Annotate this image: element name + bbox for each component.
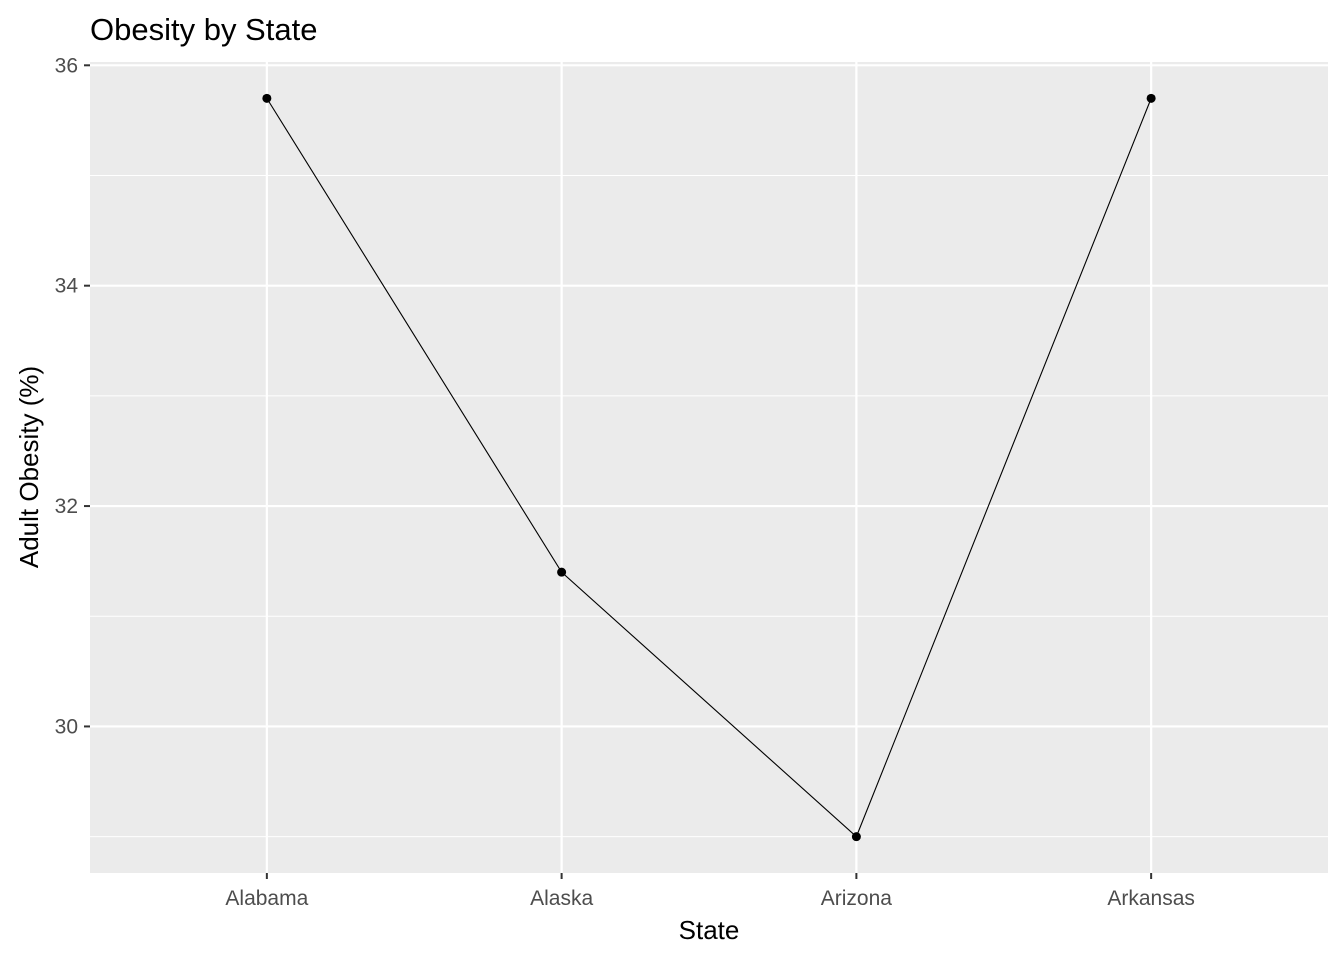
minor-grid [90, 174, 1328, 838]
x-tick-label: Arkansas [1107, 887, 1195, 910]
chart-title: Obesity by State [90, 12, 317, 47]
y-tick-label: 30 [55, 715, 78, 738]
series-line [266, 98, 1152, 838]
data-point [557, 567, 567, 577]
data-point [1146, 93, 1156, 103]
x-tick-label: Alabama [225, 887, 308, 910]
data-point [262, 93, 272, 103]
y-axis-title: Adult Obesity (%) [14, 366, 44, 568]
major-grid [90, 62, 1328, 873]
y-tick-label: 32 [55, 495, 78, 518]
y-tick-label: 34 [55, 275, 79, 298]
y-tick-label: 36 [55, 54, 78, 77]
x-axis-title: State [679, 915, 740, 945]
data-point [851, 832, 861, 842]
x-tick-label: Alaska [530, 887, 593, 910]
y-axis: 30 32 34 36 [55, 54, 90, 738]
x-tick-label: Arizona [821, 887, 893, 910]
plot-panel [90, 62, 1328, 873]
series-layer [262, 93, 1156, 842]
x-axis: Alabama Alaska Arizona Arkansas [225, 873, 1195, 910]
